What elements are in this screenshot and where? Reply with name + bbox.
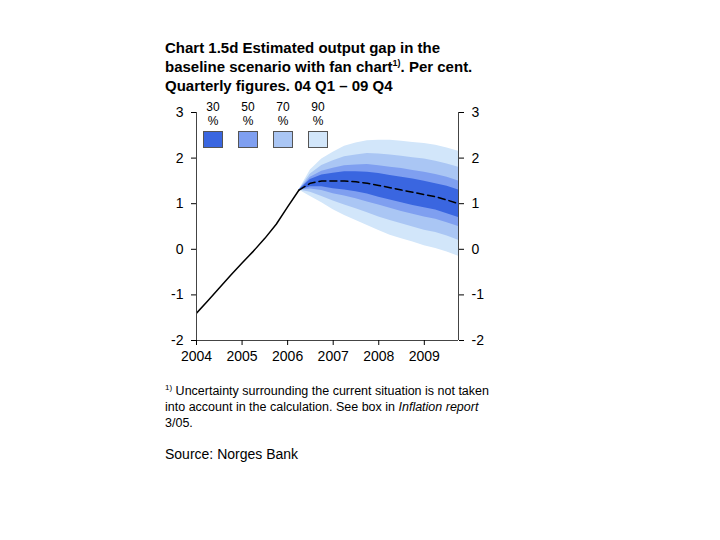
svg-text:3: 3 (176, 104, 184, 120)
html-text:30 %: 30 % (206, 100, 220, 128)
svg-text:2004: 2004 (181, 348, 212, 364)
svg-text:-2: -2 (171, 332, 184, 348)
svg-text:0: 0 (176, 241, 184, 257)
svg-text:-1: -1 (171, 286, 184, 302)
svg-text:2005: 2005 (226, 348, 257, 364)
html-text:1)Uncertainty surrounding the: 1)Uncertainty surrounding the current si… (165, 383, 489, 415)
svg-text:2007: 2007 (318, 348, 349, 364)
svg-text:-2: -2 (472, 332, 485, 348)
svg-text:-1: -1 (472, 286, 485, 302)
svg-text:2: 2 (472, 150, 480, 166)
html-text:70 %: 70 % (276, 100, 290, 128)
html-text:50 %: 50 % (241, 100, 255, 128)
svg-text:0: 0 (472, 241, 480, 257)
svg-text:1: 1 (472, 195, 480, 211)
svg-text:2009: 2009 (409, 348, 440, 364)
html-text:Source: Norges Bank: Source: Norges Bank (165, 446, 299, 462)
html-text:90 %: 90 % (311, 100, 325, 128)
svg-text:2006: 2006 (272, 348, 303, 364)
html-text:3/05.: 3/05. (165, 416, 193, 431)
svg-text:3: 3 (472, 104, 480, 120)
svg-text:2: 2 (176, 150, 184, 166)
svg-text:1: 1 (176, 195, 184, 211)
html-text:Chart 1.5d Estimated output ga: Chart 1.5d Estimated output gap in the b… (165, 39, 473, 94)
svg-text:2008: 2008 (363, 348, 394, 364)
